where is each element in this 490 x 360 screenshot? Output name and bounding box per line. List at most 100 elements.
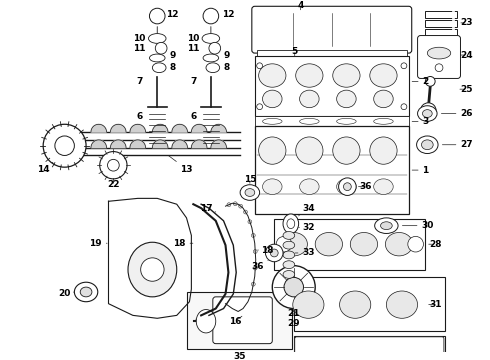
Ellipse shape <box>343 183 351 190</box>
Text: 22: 22 <box>107 180 120 189</box>
Text: 16: 16 <box>229 316 242 326</box>
Ellipse shape <box>80 287 92 297</box>
Ellipse shape <box>401 104 407 110</box>
Ellipse shape <box>284 277 303 297</box>
Polygon shape <box>91 124 106 132</box>
Polygon shape <box>172 124 188 132</box>
Ellipse shape <box>421 140 433 150</box>
Ellipse shape <box>375 218 398 234</box>
Ellipse shape <box>416 136 438 153</box>
Ellipse shape <box>315 233 343 256</box>
Text: 31: 31 <box>429 300 441 309</box>
FancyBboxPatch shape <box>252 6 412 53</box>
Ellipse shape <box>55 136 74 156</box>
FancyBboxPatch shape <box>213 297 272 344</box>
Ellipse shape <box>203 8 219 24</box>
Text: 30: 30 <box>402 221 434 230</box>
Text: 11: 11 <box>187 44 199 53</box>
Ellipse shape <box>340 291 371 318</box>
Text: 9: 9 <box>223 50 230 59</box>
Bar <box>255 56 409 117</box>
Ellipse shape <box>244 303 247 307</box>
Ellipse shape <box>425 76 435 86</box>
Ellipse shape <box>263 179 282 194</box>
Ellipse shape <box>253 249 257 253</box>
Ellipse shape <box>283 241 294 249</box>
Ellipse shape <box>417 106 437 121</box>
Text: 4: 4 <box>297 1 304 10</box>
Text: 8: 8 <box>170 63 176 72</box>
Text: 31: 31 <box>0 359 1 360</box>
Text: 10: 10 <box>187 34 199 43</box>
Text: 13: 13 <box>168 155 193 174</box>
Text: 11: 11 <box>133 44 146 53</box>
Text: 10: 10 <box>133 34 146 43</box>
Polygon shape <box>110 140 126 148</box>
Ellipse shape <box>248 220 252 224</box>
Ellipse shape <box>141 258 164 281</box>
Ellipse shape <box>239 308 243 312</box>
Text: 3: 3 <box>412 117 428 126</box>
Bar <box>255 117 409 126</box>
Ellipse shape <box>374 118 393 124</box>
Ellipse shape <box>387 291 417 318</box>
Text: 23: 23 <box>460 18 472 27</box>
Bar <box>274 219 425 270</box>
Polygon shape <box>91 140 106 148</box>
Ellipse shape <box>283 270 294 278</box>
Ellipse shape <box>283 261 294 269</box>
Text: 26: 26 <box>441 109 472 118</box>
Ellipse shape <box>257 63 263 69</box>
Text: 32: 32 <box>298 223 315 232</box>
Text: 20: 20 <box>58 289 74 298</box>
Text: 1: 1 <box>412 166 428 175</box>
Ellipse shape <box>270 249 278 257</box>
Ellipse shape <box>227 203 231 207</box>
Text: 25: 25 <box>460 85 472 94</box>
Ellipse shape <box>196 310 216 333</box>
Ellipse shape <box>293 291 324 318</box>
Ellipse shape <box>299 179 319 194</box>
Ellipse shape <box>408 237 423 252</box>
Ellipse shape <box>420 103 436 118</box>
Ellipse shape <box>435 64 443 72</box>
Text: 14: 14 <box>37 162 53 174</box>
Ellipse shape <box>333 64 360 87</box>
Polygon shape <box>130 124 146 132</box>
Ellipse shape <box>272 266 315 309</box>
Text: 36: 36 <box>359 182 372 191</box>
Ellipse shape <box>244 210 247 214</box>
Ellipse shape <box>283 214 298 234</box>
Ellipse shape <box>263 118 282 124</box>
Bar <box>294 277 445 331</box>
Text: 18: 18 <box>173 239 193 248</box>
Text: 18: 18 <box>258 246 274 255</box>
Text: 12: 12 <box>166 10 178 19</box>
Ellipse shape <box>259 64 286 87</box>
Ellipse shape <box>251 282 255 286</box>
Ellipse shape <box>266 244 283 262</box>
Polygon shape <box>192 140 207 148</box>
Ellipse shape <box>381 222 392 230</box>
Ellipse shape <box>43 124 86 167</box>
Ellipse shape <box>283 231 294 239</box>
Ellipse shape <box>209 42 221 54</box>
Ellipse shape <box>374 179 393 194</box>
Bar <box>425 20 457 27</box>
Ellipse shape <box>152 63 166 73</box>
FancyBboxPatch shape <box>294 337 444 360</box>
Text: 6: 6 <box>190 112 196 121</box>
Ellipse shape <box>370 64 397 87</box>
Text: 34: 34 <box>298 204 315 216</box>
Ellipse shape <box>401 63 407 69</box>
Ellipse shape <box>299 118 319 124</box>
Bar <box>294 336 445 360</box>
Ellipse shape <box>337 179 356 194</box>
Text: 7: 7 <box>137 77 143 86</box>
Text: 28: 28 <box>429 240 441 249</box>
Ellipse shape <box>233 202 237 206</box>
Ellipse shape <box>295 64 323 87</box>
Ellipse shape <box>350 233 378 256</box>
Text: 17: 17 <box>200 204 216 213</box>
Text: 5: 5 <box>292 47 298 57</box>
